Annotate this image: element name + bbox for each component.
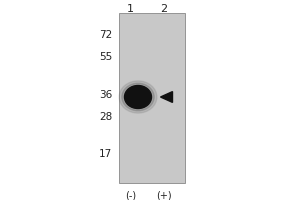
- Text: 28: 28: [99, 112, 112, 122]
- Text: 55: 55: [99, 52, 112, 62]
- Bar: [118, 13, 184, 183]
- Ellipse shape: [124, 86, 152, 108]
- Text: (+): (+): [156, 190, 171, 200]
- Ellipse shape: [122, 83, 154, 111]
- Text: 17: 17: [99, 149, 112, 159]
- Text: 36: 36: [99, 90, 112, 100]
- Text: (-): (-): [125, 190, 136, 200]
- Text: 1: 1: [127, 4, 134, 14]
- Ellipse shape: [119, 81, 157, 113]
- Text: 72: 72: [99, 30, 112, 40]
- Polygon shape: [160, 92, 172, 102]
- Text: 2: 2: [160, 4, 167, 14]
